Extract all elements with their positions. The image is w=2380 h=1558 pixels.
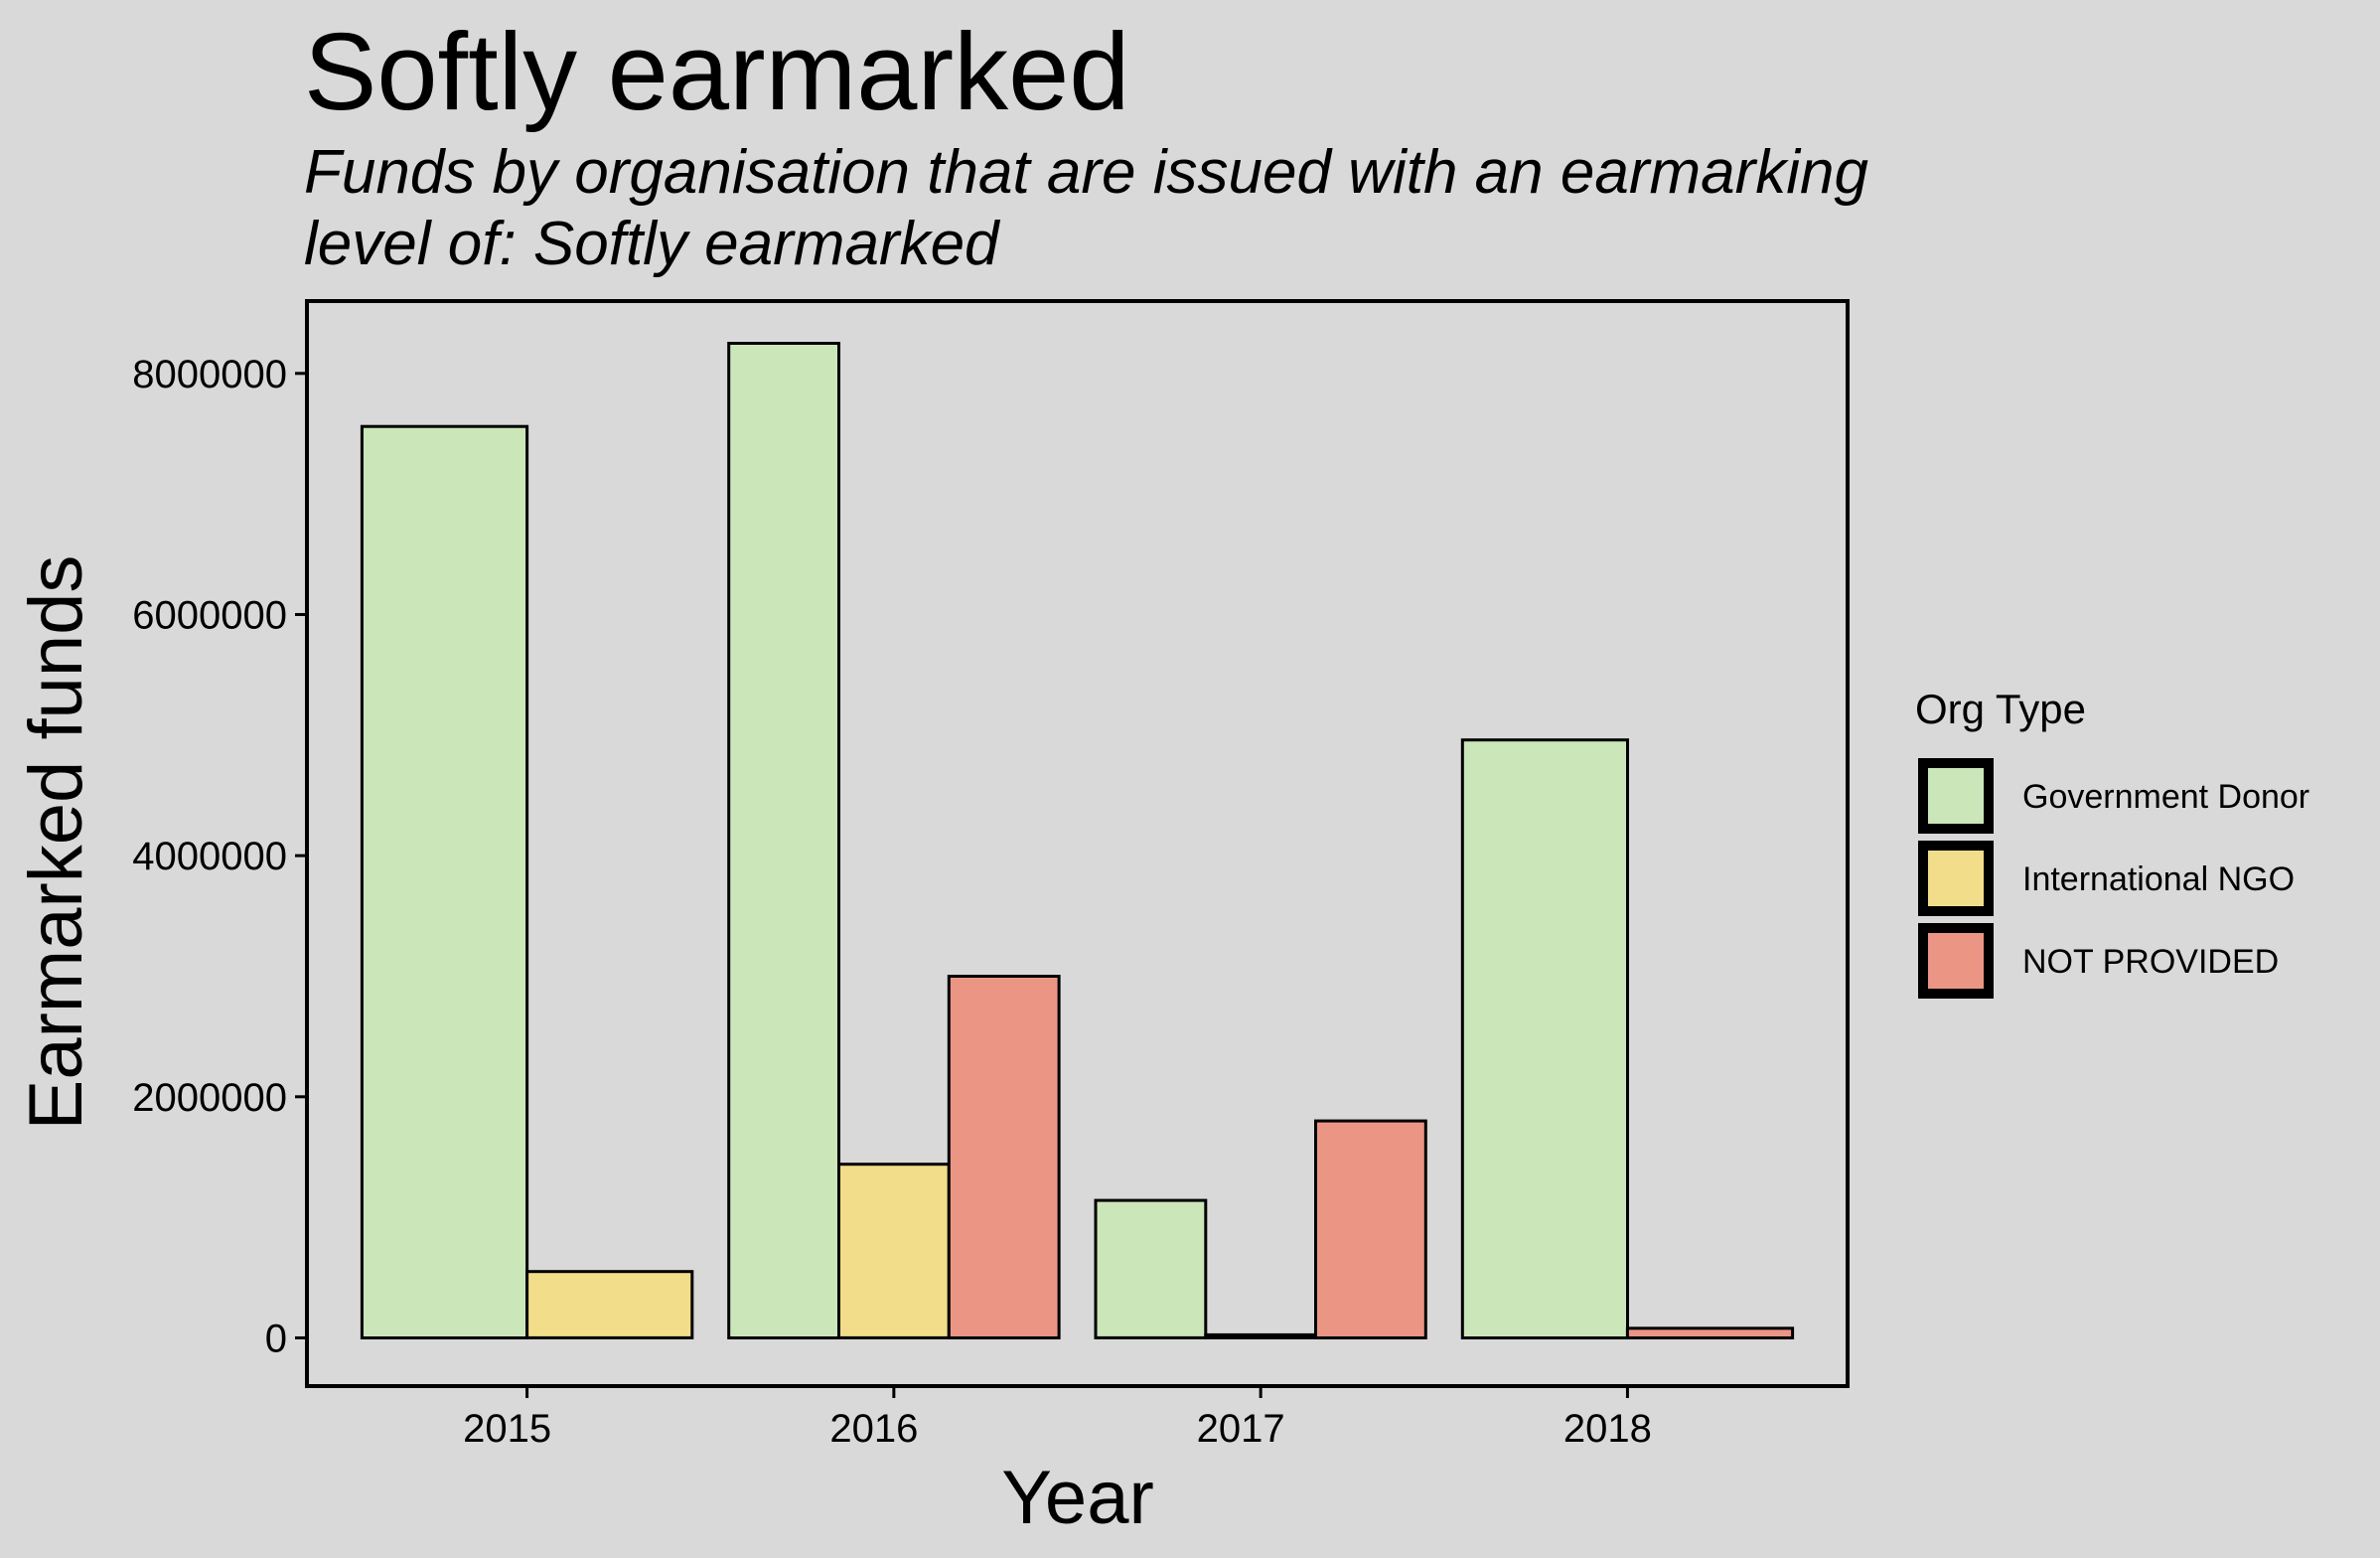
y-axis-title: Earmarked funds	[14, 555, 98, 1131]
chart-title: Softly earmarked	[304, 11, 1129, 133]
y-tick-label: 2000000	[132, 1076, 287, 1120]
bar-2016-international-ngo	[837, 1163, 951, 1339]
bar-2015-government-donor	[360, 424, 529, 1339]
legend: Government Donor International NGO NOT PRO…	[1918, 758, 2309, 999]
bar-2016-not-provided	[947, 975, 1061, 1339]
x-tick-label: 2015	[463, 1407, 551, 1451]
y-tick-label: 4000000	[132, 835, 287, 878]
chart-subtitle-line-2: level of: Softly earmarked	[304, 210, 1001, 278]
y-tick-label: 0	[265, 1317, 287, 1360]
bar-2018-government-donor	[1460, 738, 1630, 1339]
bar-2017-international-ngo	[1204, 1332, 1318, 1339]
bar-2017-government-donor	[1094, 1198, 1208, 1339]
y-tick-label: 8000000	[132, 353, 287, 396]
y-tick-label: 6000000	[132, 593, 287, 637]
legend-key	[1918, 758, 1994, 834]
bar-2016-government-donor	[727, 342, 841, 1339]
x-tick-label: 2017	[1197, 1407, 1285, 1451]
bar-2015-international-ngo	[525, 1270, 694, 1339]
x-tick-label: 2016	[829, 1407, 918, 1451]
x-axis-title: Year	[1001, 1456, 1154, 1540]
legend-title: Org Type	[1915, 686, 2086, 732]
legend-key	[1918, 841, 1994, 916]
chart-subtitle-line-1: Funds by organisation that are issued wi…	[304, 138, 1868, 207]
bar-2018-not-provided	[1625, 1326, 1795, 1340]
x-tick-label: 2018	[1563, 1407, 1652, 1451]
legend-label: Government Donor	[2022, 778, 2309, 816]
bars-layer	[360, 342, 1795, 1340]
legend-label: NOT PROVIDED	[2022, 943, 2279, 981]
legend-key	[1918, 923, 1994, 999]
y-axis: 0 2000000 4000000 6000000 8000000	[132, 353, 307, 1360]
legend-label: International NGO	[2022, 860, 2295, 898]
bar-2017-not-provided	[1314, 1119, 1427, 1339]
x-axis: 2015 2016 2017 2018	[463, 1386, 1652, 1451]
